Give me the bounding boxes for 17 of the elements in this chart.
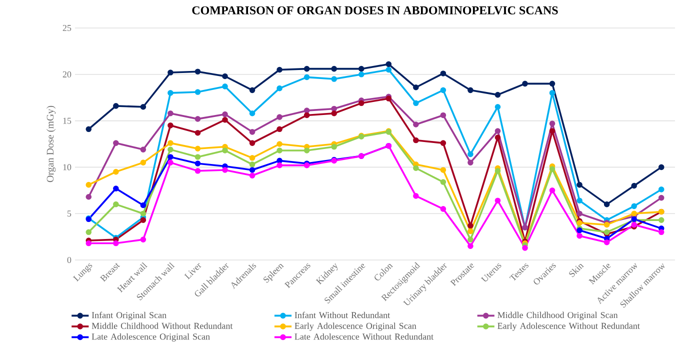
- chart-title: COMPARISON OF ORGAN DOSES IN ABDOMINOPELVIC SCANS: [192, 6, 558, 14]
- y-tick-label: 5: [67, 210, 72, 217]
- y-tick-label: 20: [62, 71, 72, 78]
- y-axis-title: Organ Dose (mGy): [46, 106, 56, 182]
- legend-label: Middle Childhood Without Redundant: [92, 322, 233, 329]
- y-tick-label: 10: [63, 164, 72, 170]
- legend-label: Early Adolescence Original Scan: [294, 322, 416, 331]
- legend-label: Middle Childhood Original Scan: [498, 312, 618, 320]
- legend-label: Infant Original Scan: [92, 312, 166, 320]
- y-tick-label: 25: [62, 24, 72, 32]
- y-tick-label: 0: [67, 256, 72, 264]
- legend-label: Late Adolescence Original Scan: [92, 333, 210, 342]
- y-tick-label: 15: [63, 118, 72, 124]
- legend-label: Early Adolescence Without Redundant: [498, 322, 640, 331]
- x-tick-label: Skin: [569, 264, 584, 278]
- legend-label: Late Adolescence Without Redundant: [294, 333, 434, 340]
- legend-label: Infant Without Redundant: [294, 312, 390, 318]
